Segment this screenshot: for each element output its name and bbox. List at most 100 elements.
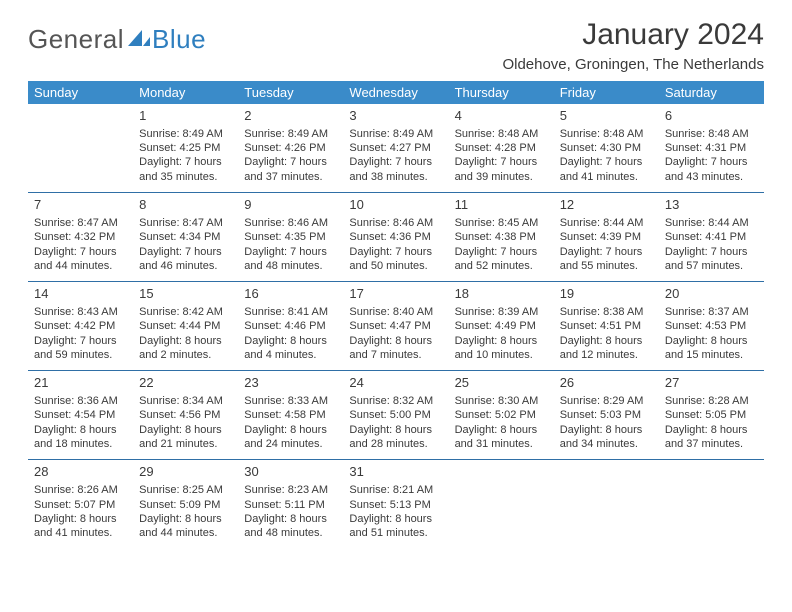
day-number: 24: [349, 375, 442, 392]
sunrise-text: Sunrise: 8:44 AM: [560, 216, 653, 230]
sunset-text: Sunset: 4:58 PM: [244, 408, 337, 422]
calendar-cell: 5Sunrise: 8:48 AMSunset: 4:30 PMDaylight…: [554, 104, 659, 193]
sunrise-text: Sunrise: 8:49 AM: [244, 127, 337, 141]
sunset-text: Sunset: 4:32 PM: [34, 230, 127, 244]
sunset-text: Sunset: 5:09 PM: [139, 498, 232, 512]
calendar-cell: 8Sunrise: 8:47 AMSunset: 4:34 PMDaylight…: [133, 193, 238, 282]
calendar-cell: 23Sunrise: 8:33 AMSunset: 4:58 PMDayligh…: [238, 371, 343, 460]
sunrise-text: Sunrise: 8:26 AM: [34, 483, 127, 497]
daylight-text: Daylight: 8 hours and 10 minutes.: [455, 334, 548, 363]
calendar-cell: [554, 460, 659, 549]
day-number: 11: [455, 197, 548, 214]
sunrise-text: Sunrise: 8:38 AM: [560, 305, 653, 319]
sunrise-text: Sunrise: 8:30 AM: [455, 394, 548, 408]
daylight-text: Daylight: 8 hours and 41 minutes.: [34, 512, 127, 541]
calendar-cell: 3Sunrise: 8:49 AMSunset: 4:27 PMDaylight…: [343, 104, 448, 193]
calendar-cell: 21Sunrise: 8:36 AMSunset: 4:54 PMDayligh…: [28, 371, 133, 460]
sunset-text: Sunset: 4:39 PM: [560, 230, 653, 244]
calendar-cell: 4Sunrise: 8:48 AMSunset: 4:28 PMDaylight…: [449, 104, 554, 193]
page-title: January 2024: [502, 18, 764, 52]
day-number: 7: [34, 197, 127, 214]
brand-part1: General: [28, 24, 124, 55]
sunrise-text: Sunrise: 8:34 AM: [139, 394, 232, 408]
day-number: 29: [139, 464, 232, 481]
daylight-text: Daylight: 7 hours and 48 minutes.: [244, 245, 337, 274]
brand-logo: General Blue: [28, 24, 206, 55]
calendar-cell: 25 Sunrise: 8:30 AMSunset: 5:02 PMDayligh…: [449, 371, 554, 460]
sunrise-text: Sunrise: 8:25 AM: [139, 483, 232, 497]
day-number: 22: [139, 375, 232, 392]
day-header: Friday: [554, 81, 659, 104]
day-number: 19: [560, 286, 653, 303]
sunset-text: Sunset: 4:31 PM: [665, 141, 758, 155]
sunrise-text: Sunrise: 8:42 AM: [139, 305, 232, 319]
sunrise-text: Sunrise: 8:45 AM: [455, 216, 548, 230]
day-header-row: Sunday Monday Tuesday Wednesday Thursday…: [28, 81, 764, 104]
calendar-cell: 29Sunrise: 8:25 AMSunset: 5:09 PMDayligh…: [133, 460, 238, 549]
calendar-cell: 17Sunrise: 8:40 AMSunset: 4:47 PMDayligh…: [343, 282, 448, 371]
day-number: 25: [455, 375, 548, 392]
day-number: 12: [560, 197, 653, 214]
daylight-text: Daylight: 7 hours and 52 minutes.: [455, 245, 548, 274]
calendar-cell: [659, 460, 764, 549]
calendar-row: 7Sunrise: 8:47 AMSunset: 4:32 PMDaylight…: [28, 193, 764, 282]
calendar-cell: 27Sunrise: 8:28 AMSunset: 5:05 PMDayligh…: [659, 371, 764, 460]
day-number: 16: [244, 286, 337, 303]
day-number: 4: [455, 108, 548, 125]
day-number: 15: [139, 286, 232, 303]
daylight-text: Daylight: 8 hours and 28 minutes.: [349, 423, 442, 452]
day-header: Wednesday: [343, 81, 448, 104]
day-number: 27: [665, 375, 758, 392]
daylight-text: Daylight: 8 hours and 12 minutes.: [560, 334, 653, 363]
sunrise-text: Sunrise: 8:29 AM: [560, 394, 653, 408]
day-number: 8: [139, 197, 232, 214]
sunset-text: Sunset: 4:47 PM: [349, 319, 442, 333]
daylight-text: Daylight: 8 hours and 37 minutes.: [665, 423, 758, 452]
daylight-text: Daylight: 8 hours and 21 minutes.: [139, 423, 232, 452]
calendar-row: 28Sunrise: 8:26 AMSunset: 5:07 PMDayligh…: [28, 460, 764, 549]
daylight-text: Daylight: 7 hours and 43 minutes.: [665, 155, 758, 184]
sunrise-text: Sunrise: 8:46 AM: [349, 216, 442, 230]
sunrise-text: Sunrise: 8:39 AM: [455, 305, 548, 319]
sunrise-text: Sunrise: 8:32 AM: [349, 394, 442, 408]
calendar-cell: 16Sunrise: 8:41 AMSunset: 4:46 PMDayligh…: [238, 282, 343, 371]
sunset-text: Sunset: 5:02 PM: [455, 408, 548, 422]
sunset-text: Sunset: 4:36 PM: [349, 230, 442, 244]
daylight-text: Daylight: 7 hours and 57 minutes.: [665, 245, 758, 274]
day-number: 21: [34, 375, 127, 392]
calendar-cell: 22Sunrise: 8:34 AMSunset: 4:56 PMDayligh…: [133, 371, 238, 460]
day-number: 3: [349, 108, 442, 125]
sunrise-text: Sunrise: 8:23 AM: [244, 483, 337, 497]
day-number: 14: [34, 286, 127, 303]
sunrise-text: Sunrise: 8:49 AM: [349, 127, 442, 141]
daylight-text: Daylight: 7 hours and 38 minutes.: [349, 155, 442, 184]
calendar-row: 1 Sunrise: 8:49 AM Sunset: 4:25 PM Daylight…: [28, 104, 764, 193]
daylight-text: Daylight: 7 hours and 46 minutes.: [139, 245, 232, 274]
day-number: 17: [349, 286, 442, 303]
day-number: 6: [665, 108, 758, 125]
sunrise-text: Sunrise: 8:48 AM: [665, 127, 758, 141]
daylight-text: Daylight: 7 hours and 50 minutes.: [349, 245, 442, 274]
brand-part2: Blue: [152, 24, 206, 55]
daylight-text: Daylight: 8 hours and 4 minutes.: [244, 334, 337, 363]
location-text: Oldehove, Groningen, The Netherlands: [502, 56, 764, 73]
calendar-cell: 30Sunrise: 8:23 AMSunset: 5:11 PMDayligh…: [238, 460, 343, 549]
sunrise-text: Sunrise: 8:40 AM: [349, 305, 442, 319]
daylight-text: Daylight: 8 hours and 31 minutes.: [455, 423, 548, 452]
sunset-text: Sunset: 4:42 PM: [34, 319, 127, 333]
daylight-text: Daylight: 7 hours and 44 minutes.: [34, 245, 127, 274]
calendar-cell: 31Sunrise: 8:21 AMSunset: 5:13 PMDayligh…: [343, 460, 448, 549]
calendar-cell: 15Sunrise: 8:42 AMSunset: 4:44 PMDayligh…: [133, 282, 238, 371]
calendar-cell: 11Sunrise: 8:45 AMSunset: 4:38 PMDayligh…: [449, 193, 554, 282]
sunrise-text: Sunrise: 8:47 AM: [139, 216, 232, 230]
daylight-text: Daylight: 7 hours and 39 minutes.: [455, 155, 548, 184]
sunset-text: Sunset: 4:25 PM: [139, 141, 232, 155]
calendar-cell: 26Sunrise: 8:29 AMSunset: 5:03 PMDayligh…: [554, 371, 659, 460]
day-header: Saturday: [659, 81, 764, 104]
day-header: Monday: [133, 81, 238, 104]
sunrise-text: Sunrise: 8:48 AM: [560, 127, 653, 141]
day-number: 1: [139, 108, 232, 125]
header: General Blue January 2024 Oldehove, Gron…: [28, 18, 764, 73]
calendar-cell: 12Sunrise: 8:44 AMSunset: 4:39 PMDayligh…: [554, 193, 659, 282]
calendar-cell: 20Sunrise: 8:37 AMSunset: 4:53 PMDayligh…: [659, 282, 764, 371]
